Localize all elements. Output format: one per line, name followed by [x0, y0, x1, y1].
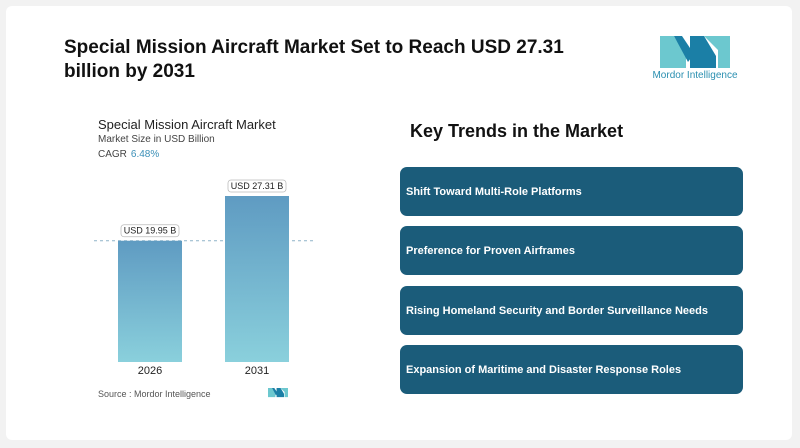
- trend-card: Expansion of Maritime and Disaster Respo…: [400, 345, 743, 394]
- bar-2031: [225, 196, 289, 362]
- trend-label: Shift Toward Multi-Role Platforms: [406, 185, 582, 198]
- trends-title: Key Trends in the Market: [410, 121, 624, 141]
- trend-label: Preference for Proven Airframes: [406, 244, 575, 257]
- x-tick-label: 2026: [138, 365, 162, 377]
- chart-title: Special Mission Aircraft Market: [98, 117, 276, 132]
- brand-logo: Mordor Intelligence: [650, 30, 740, 82]
- value-label: USD 27.31 B: [231, 181, 284, 191]
- trend-card: Preference for Proven Airframes: [400, 226, 743, 275]
- brand-name: Mordor Intelligence: [652, 70, 738, 81]
- bar-2026: [118, 240, 182, 362]
- page-title: Special Mission Aircraft Market Set to R…: [64, 37, 564, 82]
- value-label: USD 19.95 B: [124, 226, 177, 236]
- cagr-label: CAGR: [98, 149, 127, 160]
- bar-chart: USD 19.95 B 2026 USD 27.31 B 2031: [94, 179, 314, 377]
- chart-source: Source : Mordor Intelligence: [98, 389, 211, 399]
- chart-subtitle: Market Size in USD Billion: [98, 134, 215, 145]
- mordor-small-logo-icon: [268, 388, 288, 398]
- trend-label: Rising Homeland Security and Border Surv…: [406, 304, 708, 317]
- value-tag-box: [120, 224, 180, 238]
- x-tick-label: 2031: [245, 365, 269, 377]
- chart-cagr: CAGR 6.48%: [98, 149, 159, 160]
- cagr-value: 6.48%: [130, 149, 160, 160]
- trend-card: Shift Toward Multi-Role Platforms: [400, 167, 743, 216]
- trend-card: Rising Homeland Security and Border Surv…: [400, 286, 743, 335]
- value-tag-box: [227, 179, 287, 193]
- trend-label: Expansion of Maritime and Disaster Respo…: [406, 363, 682, 376]
- mordor-logo-icon: [660, 36, 730, 68]
